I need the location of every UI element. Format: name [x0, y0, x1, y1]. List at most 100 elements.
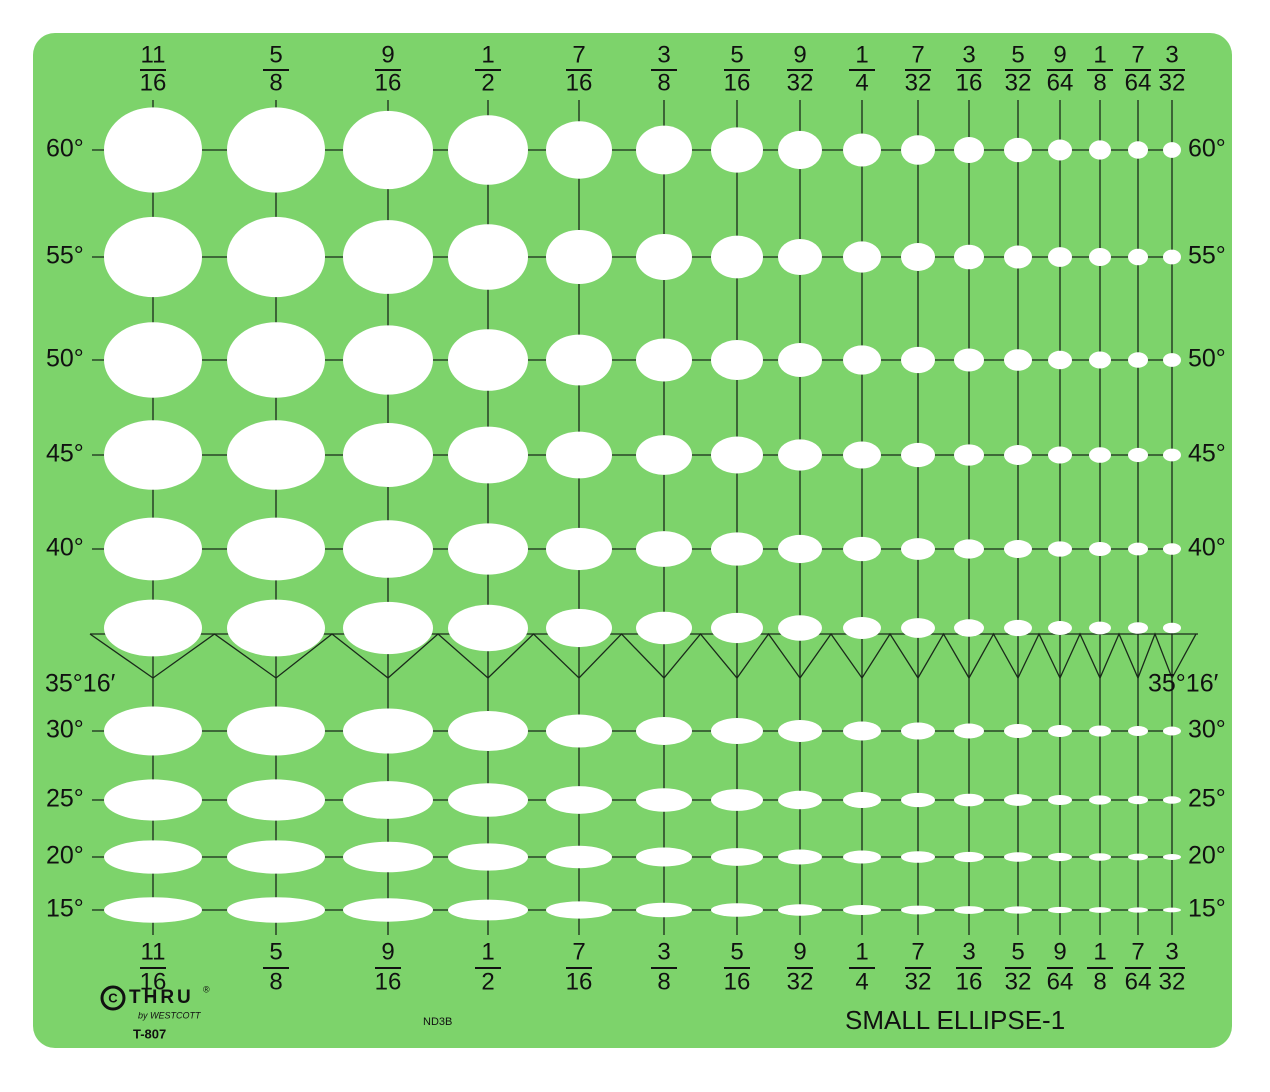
fraction-numerator: 11	[141, 41, 166, 68]
ellipse-hole	[1128, 248, 1148, 266]
ellipse-hole	[448, 426, 528, 484]
ellipse-hole	[104, 779, 202, 821]
ellipse-hole	[954, 619, 984, 637]
ellipse-hole	[104, 897, 202, 923]
fraction-denominator: 32	[1159, 968, 1186, 995]
ellipse-hole	[901, 722, 935, 740]
ellipse-hole	[227, 322, 325, 398]
ellipse-hole	[1089, 621, 1111, 635]
ellipse-hole	[843, 536, 881, 562]
ellipse-hole	[104, 322, 202, 398]
fraction-denominator: 64	[1125, 968, 1152, 995]
ellipse-hole	[901, 851, 935, 863]
angle-label-left: 35°16′	[45, 670, 116, 698]
ellipse-hole	[448, 604, 528, 652]
ellipse-hole	[1128, 907, 1148, 913]
ellipse-hole	[227, 216, 325, 298]
zigzag	[89, 632, 1197, 680]
ellipse-hole	[954, 723, 984, 739]
fraction-denominator: 32	[905, 69, 932, 96]
angle-label-right: 40°	[1188, 534, 1226, 562]
angle-label-right: 15°	[1188, 895, 1226, 923]
fraction-denominator: 16	[140, 69, 167, 96]
fraction-numerator: 1	[481, 938, 494, 965]
ellipse-hole	[711, 789, 763, 811]
angle-label-left: 50°	[46, 345, 84, 373]
fraction-numerator: 3	[657, 938, 670, 965]
fraction-denominator: 16	[724, 69, 751, 96]
ellipse-hole	[1004, 619, 1032, 637]
angle-label-right: 25°	[1188, 785, 1226, 813]
fraction-denominator: 16	[566, 968, 593, 995]
fraction-denominator: 8	[269, 968, 282, 995]
fraction-numerator: 1	[481, 41, 494, 68]
fraction-denominator: 4	[855, 69, 868, 96]
ellipse-hole	[104, 420, 202, 490]
ellipse-hole	[104, 840, 202, 874]
template-sheet	[33, 33, 1232, 1048]
ellipse-hole	[711, 127, 763, 173]
ellipse-hole	[546, 901, 612, 919]
ellipse-hole	[1163, 448, 1181, 462]
angle-label-right: 55°	[1188, 242, 1226, 270]
ellipse-hole	[636, 125, 692, 175]
ellipse-hole	[843, 441, 881, 469]
ellipse-hole	[901, 243, 935, 271]
ellipse-hole	[546, 608, 612, 648]
ellipse-hole	[1089, 447, 1111, 463]
ellipse-hole	[546, 845, 612, 869]
ellipse-hole	[843, 792, 881, 808]
angle-label-left: 45°	[46, 440, 84, 468]
ellipse-hole	[711, 612, 763, 644]
ellipse-hole	[546, 121, 612, 179]
ellipse-hole	[1048, 541, 1072, 557]
ellipse-hole	[1089, 140, 1111, 160]
ellipse-hole	[1004, 852, 1032, 862]
ellipse-hole	[448, 899, 528, 921]
title: SMALL ELLIPSE-1	[845, 1005, 1065, 1035]
ellipse-hole	[843, 133, 881, 167]
ellipse-hole	[1048, 446, 1072, 464]
angle-label-left: 60°	[46, 135, 84, 163]
ellipse-hole	[1128, 622, 1148, 634]
fraction-numerator: 5	[730, 938, 743, 965]
fraction-denominator: 16	[140, 968, 167, 995]
ellipse-hole	[1048, 906, 1072, 914]
ellipse-hole	[448, 711, 528, 751]
ellipse-hole	[636, 902, 692, 918]
ellipse-hole	[636, 847, 692, 867]
ellipse-hole	[636, 788, 692, 812]
fraction-numerator: 3	[962, 938, 975, 965]
ellipse-hole	[901, 618, 935, 638]
logo-ring	[100, 985, 126, 1011]
ellipse-hole	[343, 841, 433, 873]
ellipse-hole	[104, 599, 202, 657]
fraction-numerator: 3	[962, 41, 975, 68]
fraction-denominator: 32	[1159, 69, 1186, 96]
fraction-numerator: 7	[911, 41, 924, 68]
ellipse-hole	[1048, 794, 1072, 806]
ellipse-hole	[227, 599, 325, 657]
ellipse-hole	[546, 527, 612, 571]
ellipse-hole	[1048, 350, 1072, 370]
fraction-denominator: 8	[1093, 69, 1106, 96]
ellipse-hole	[1128, 447, 1148, 463]
angle-label-left: 25°	[46, 785, 84, 813]
ellipse-hole	[1004, 349, 1032, 371]
ellipse-hole	[546, 431, 612, 479]
ellipse-hole	[636, 338, 692, 382]
ellipse-hole	[448, 783, 528, 817]
ellipse-hole	[343, 601, 433, 655]
ellipse-hole	[778, 439, 822, 471]
fraction-denominator: 64	[1125, 69, 1152, 96]
ellipse-hole	[901, 792, 935, 808]
ellipse-hole	[1048, 247, 1072, 267]
ellipse-hole	[843, 345, 881, 375]
ellipse-hole	[636, 717, 692, 745]
ellipse-hole	[343, 520, 433, 578]
fraction-numerator: 7	[572, 938, 585, 965]
fraction-numerator: 9	[1053, 41, 1066, 68]
ellipse-hole	[1128, 352, 1148, 368]
ellipse-hole	[901, 135, 935, 165]
